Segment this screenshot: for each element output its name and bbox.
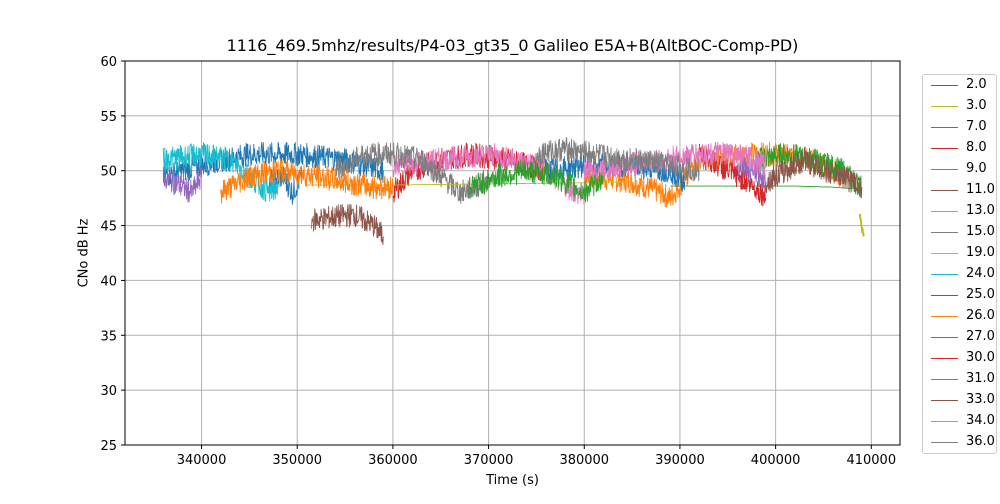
legend-label: 33.0 [966, 392, 995, 407]
x-tick-label: 360000 [368, 453, 418, 468]
legend-entry: 11.0 [923, 180, 996, 201]
y-tick-label: 30 [100, 384, 117, 399]
y-axis-label: CNo dB Hz [76, 218, 92, 288]
y-tick-label: 60 [100, 55, 117, 70]
legend-swatch [931, 295, 958, 296]
legend-entry: 36.0 [923, 432, 996, 453]
legend-swatch [931, 232, 958, 233]
legend-label: 36.0 [966, 434, 995, 449]
series-line-3-0 [858, 213, 865, 237]
legend-swatch [931, 358, 958, 359]
legend-entry: 25.0 [923, 285, 996, 306]
series-line-27-0 [468, 159, 604, 203]
legend-swatch [931, 253, 958, 254]
legend-label: 34.0 [966, 413, 995, 428]
legend: 2.0 3.0 7.0 8.0 9.0 11.0 13.0 15.0 19.0 24.0 25.0 2… [922, 74, 997, 454]
legend-entry: 34.0 [923, 411, 996, 432]
legend-label: 19.0 [966, 245, 995, 260]
series-line-33-0 [765, 147, 863, 199]
legend-label: 7.0 [966, 119, 987, 134]
legend-label: 31.0 [966, 371, 995, 386]
x-tick-label: 400000 [751, 453, 801, 468]
legend-entry: 33.0 [923, 390, 996, 411]
x-tick-label: 380000 [559, 453, 609, 468]
x-tick-label: 390000 [655, 453, 705, 468]
legend-swatch [931, 421, 958, 422]
legend-label: 11.0 [966, 182, 995, 197]
legend-label: 8.0 [966, 140, 987, 155]
chart-title: 1116_469.5mhz/results/P4-03_gt35_0 Galil… [226, 36, 799, 55]
legend-label: 15.0 [966, 224, 995, 239]
legend-swatch [931, 211, 958, 212]
legend-label: 26.0 [966, 308, 995, 323]
legend-entry: 24.0 [923, 264, 996, 285]
legend-entry: 13.0 [923, 201, 996, 222]
x-axis-label: Time (s) [486, 473, 539, 488]
legend-entry: 31.0 [923, 369, 996, 390]
legend-swatch [931, 337, 958, 338]
y-tick-label: 55 [100, 110, 117, 125]
legend-swatch [931, 190, 958, 191]
x-tick-label: 340000 [177, 453, 227, 468]
series-line-9-0 [162, 164, 202, 203]
legend-swatch [931, 274, 958, 275]
series-line-15-0 [335, 142, 490, 204]
legend-swatch [931, 127, 958, 128]
legend-entry: 15.0 [923, 222, 996, 243]
y-tick-label: 45 [100, 220, 117, 235]
legend-swatch [931, 442, 958, 443]
legend-entry: 8.0 [923, 138, 996, 159]
legend-entry: 7.0 [923, 117, 996, 138]
legend-entry: 19.0 [923, 243, 996, 264]
legend-label: 2.0 [966, 77, 987, 92]
legend-entry: 3.0 [923, 96, 996, 117]
legend-label: 30.0 [966, 350, 995, 365]
y-tick-label: 25 [100, 439, 117, 454]
x-tick-label: 410000 [846, 453, 896, 468]
y-tick-label: 50 [100, 165, 117, 180]
series-line-11-0 [311, 204, 384, 246]
legend-entry: 26.0 [923, 306, 996, 327]
legend-label: 13.0 [966, 203, 995, 218]
legend-swatch [931, 148, 958, 149]
legend-swatch [931, 106, 958, 107]
x-tick-label: 370000 [464, 453, 514, 468]
legend-swatch [931, 316, 958, 317]
legend-label: 25.0 [966, 287, 995, 302]
legend-swatch [931, 85, 958, 86]
legend-entry: 9.0 [923, 159, 996, 180]
legend-swatch [931, 379, 958, 380]
legend-entry: 27.0 [923, 327, 996, 348]
series-line-24-0 [162, 142, 279, 202]
legend-label: 9.0 [966, 161, 987, 176]
legend-entry: 30.0 [923, 348, 996, 369]
legend-swatch [931, 400, 958, 401]
legend-label: 24.0 [966, 266, 995, 281]
legend-entry: 2.0 [923, 75, 996, 96]
plot-frame [124, 60, 901, 446]
x-tick-label: 350000 [272, 453, 322, 468]
y-tick-label: 40 [100, 274, 117, 289]
y-tick-label: 35 [100, 329, 117, 344]
legend-label: 27.0 [966, 329, 995, 344]
series-line-36-0 [535, 136, 700, 182]
series-line-26-0 [220, 158, 394, 204]
legend-swatch [931, 169, 958, 170]
legend-label: 3.0 [966, 98, 987, 113]
